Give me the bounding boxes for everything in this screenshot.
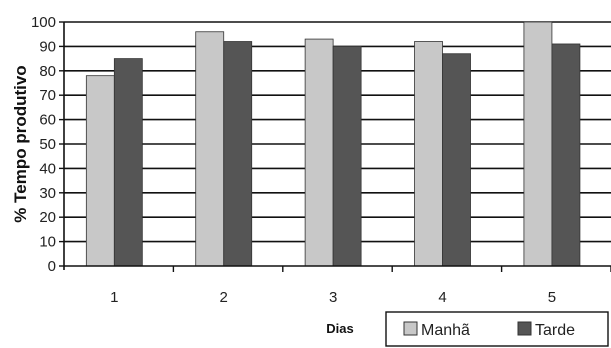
- y-tick-label: 40: [39, 160, 56, 177]
- y-tick-label: 50: [39, 136, 56, 153]
- y-tick-label: 60: [39, 112, 56, 129]
- bar-manh--day-5: [523, 21, 553, 267]
- legend-swatch-manh-: [403, 321, 418, 336]
- axes: [63, 22, 611, 270]
- bar-manh--day-3: [304, 38, 334, 267]
- bar-manh--day-1: [85, 75, 115, 267]
- y-tick-label: 10: [39, 234, 56, 251]
- y-tick-label: 20: [39, 209, 56, 226]
- y-tick-labels: 0 10 20 30 40 50 60 70 80 90 100: [31, 14, 64, 275]
- bar-manh--day-2: [195, 31, 225, 267]
- x-tick-label: 4: [438, 289, 446, 306]
- y-axis-title: % Tempo produtivo: [11, 65, 30, 222]
- x-tick-label: 5: [548, 289, 556, 306]
- bar-tarde-day-5: [551, 43, 581, 267]
- x-tick-label: 1: [110, 289, 118, 306]
- y-tick-label: 80: [39, 63, 56, 80]
- x-tick-label: 2: [220, 289, 228, 306]
- legend: Manhã Tarde: [385, 311, 609, 347]
- y-tick-label: 100: [31, 14, 56, 31]
- y-tick-label: 70: [39, 87, 56, 104]
- x-tick-label: 3: [329, 289, 337, 306]
- bar-tarde-day-4: [442, 53, 471, 267]
- legend-label: Manhã: [421, 322, 470, 339]
- x-axis-title: Dias: [326, 321, 353, 336]
- bar-tarde-day-2: [223, 41, 253, 267]
- legend-swatch-tarde: [517, 321, 532, 336]
- y-tick-label: 0: [48, 258, 56, 275]
- bar-manh--day-4: [414, 41, 443, 267]
- bar-tarde-day-3: [332, 46, 362, 267]
- legend-box: [385, 311, 609, 347]
- y-tick-label: 30: [39, 185, 56, 202]
- bar-tarde-day-1: [113, 58, 143, 267]
- y-tick-label: 90: [39, 38, 56, 55]
- x-tick-labels: 1 2 3 4 5: [110, 266, 611, 306]
- legend-label: Tarde: [535, 322, 575, 339]
